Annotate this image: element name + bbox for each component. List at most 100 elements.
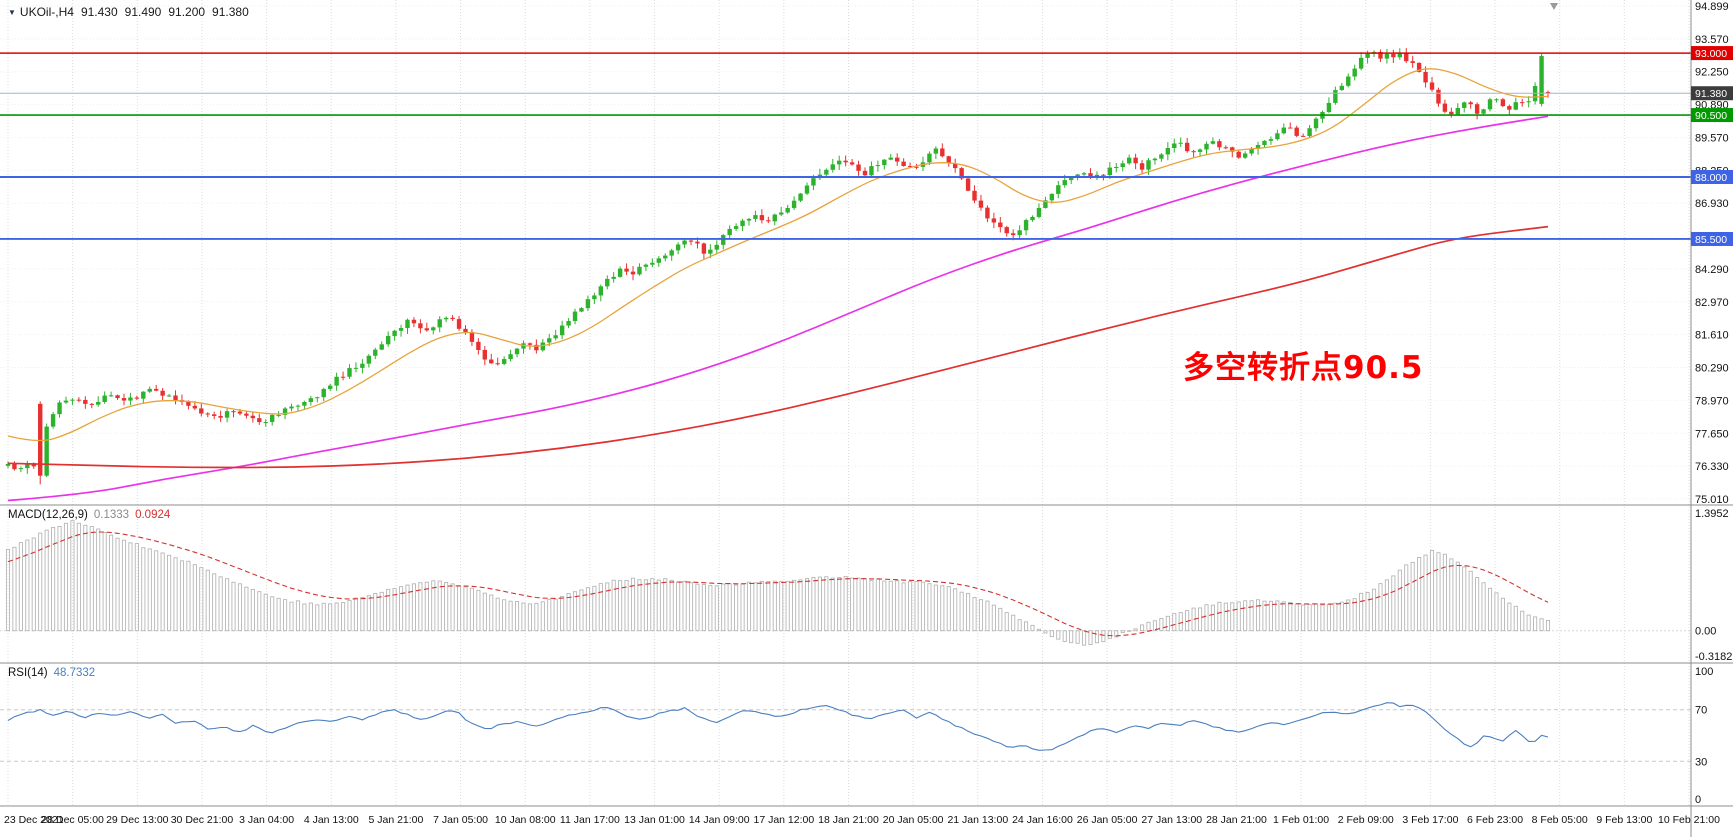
candle-body — [295, 405, 301, 407]
candle-body — [862, 170, 868, 176]
candle — [1404, 48, 1409, 64]
time-axis-label: 10 Jan 08:00 — [495, 814, 556, 826]
candle — [1242, 151, 1248, 159]
candle — [1410, 55, 1415, 68]
candle-body — [353, 367, 359, 369]
candle-body — [18, 468, 24, 470]
candle-body — [901, 161, 906, 166]
candle — [972, 185, 977, 204]
candle — [1210, 137, 1216, 145]
time-axis-label: 13 Jan 01:00 — [624, 814, 685, 826]
candle-body — [121, 398, 127, 401]
candle — [244, 410, 249, 419]
candle-body — [882, 159, 887, 166]
candle — [1487, 97, 1493, 112]
candle — [559, 320, 565, 340]
candle — [740, 218, 745, 232]
candle — [798, 192, 803, 203]
candle — [1056, 180, 1061, 199]
candle — [856, 160, 861, 176]
price-tag-box — [1691, 108, 1733, 123]
candle-body — [128, 397, 133, 401]
candle-body — [695, 241, 700, 244]
candle-body — [940, 148, 945, 157]
candle-body — [1358, 57, 1364, 69]
candle — [334, 372, 339, 391]
macd-signal-line — [7, 531, 1549, 637]
candle-body — [1223, 147, 1229, 149]
candle — [1230, 146, 1235, 158]
candle-body — [759, 215, 765, 221]
price-axis-label: 89.570 — [1695, 132, 1729, 144]
price-tag-value: 88.000 — [1695, 172, 1727, 184]
macd-panel[interactable] — [0, 505, 1691, 663]
price-axis-label: 75.010 — [1695, 494, 1729, 506]
candle — [405, 318, 410, 334]
annotation-text[interactable]: 多空转折点90.5 — [1183, 350, 1424, 386]
candle-body — [76, 399, 82, 401]
candle-body — [766, 220, 771, 222]
candle-body — [1236, 151, 1241, 158]
price-axis-label: 84.290 — [1695, 264, 1729, 276]
candle — [759, 209, 765, 224]
candle — [656, 256, 661, 267]
candle — [269, 413, 275, 426]
rsi-axis-label: 30 — [1695, 756, 1707, 768]
candle-body — [1165, 148, 1171, 155]
candle-body — [1010, 233, 1016, 236]
price-tag-box — [1691, 231, 1733, 246]
candle — [1346, 73, 1351, 88]
candle — [985, 205, 990, 223]
main-chart-panel[interactable] — [0, 0, 1691, 505]
candle-body — [553, 335, 558, 339]
candle-body — [1023, 220, 1029, 231]
candle-body — [1545, 91, 1551, 94]
time-axis-label: 24 Jan 16:00 — [1012, 814, 1073, 826]
candle — [753, 210, 758, 222]
candle — [366, 354, 372, 368]
candle-body — [1152, 158, 1158, 161]
candle-body — [869, 166, 874, 176]
candle — [1030, 215, 1035, 222]
candle-body — [160, 390, 165, 396]
candle-body — [366, 355, 372, 364]
candle — [482, 346, 488, 366]
candle — [849, 159, 855, 166]
rsi-panel[interactable] — [0, 663, 1691, 806]
candle-body — [1249, 148, 1254, 154]
candle-body — [231, 411, 236, 413]
candle-body — [1036, 207, 1042, 217]
candle-body — [1172, 143, 1177, 149]
candle-body — [96, 401, 101, 405]
candle-body — [534, 344, 539, 351]
candle — [1204, 141, 1209, 155]
candle — [1223, 145, 1229, 150]
candle — [450, 315, 455, 322]
time-axis-label: 28 Dec 05:00 — [41, 814, 104, 826]
candle — [766, 216, 771, 224]
candle-body — [592, 295, 597, 300]
candle-body — [772, 214, 777, 222]
candle — [901, 158, 906, 167]
candle — [1326, 97, 1332, 114]
macd-axis-label: 1.3952 — [1695, 508, 1729, 520]
candle-body — [746, 218, 752, 221]
price-axis-label: 86.930 — [1695, 198, 1729, 210]
candle-body — [269, 414, 275, 422]
candle-body — [798, 193, 803, 201]
candle-body — [1429, 82, 1435, 90]
candle-body — [1281, 127, 1287, 134]
candle — [630, 266, 636, 281]
candle — [1468, 100, 1473, 109]
price-axis-label: 81.610 — [1695, 330, 1729, 342]
candle — [1520, 98, 1525, 107]
candle-body — [1178, 142, 1183, 144]
price-tag-value: 91.380 — [1695, 88, 1727, 100]
time-axis-label: 17 Jan 12:00 — [753, 814, 814, 826]
price-axis-label: 76.330 — [1695, 461, 1729, 473]
time-axis-label: 8 Feb 05:00 — [1532, 814, 1588, 826]
candle-body — [102, 395, 107, 402]
candle-body — [469, 331, 475, 342]
candle-body — [463, 328, 468, 332]
